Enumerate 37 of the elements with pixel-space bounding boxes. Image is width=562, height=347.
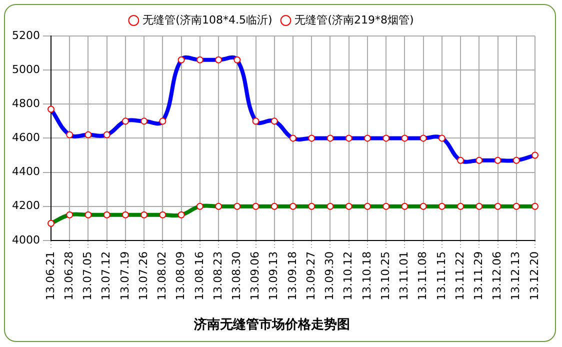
x-tick-label: 13.09.13 — [267, 251, 280, 300]
x-tick-label: 13.12.13 — [509, 251, 522, 300]
y-tick-label: 4800 — [12, 97, 40, 110]
x-tick-label: 13.10.25 — [378, 251, 392, 300]
x-tick-label: 13.08.23 — [211, 251, 224, 300]
y-tick-label: 5200 — [12, 28, 40, 42]
y-tick-label: 4400 — [12, 165, 40, 178]
x-tick-label: 13.08.16 — [192, 251, 206, 300]
x-tick-label: 13.06.28 — [62, 251, 76, 300]
y-tick-label: 4600 — [12, 131, 40, 144]
x-tick-label: 13.11.15 — [434, 251, 448, 300]
x-tick-label: 13.12.20 — [528, 251, 541, 300]
x-tick-label: 13.08.30 — [230, 251, 244, 300]
x-tick-label: 13.07.05 — [81, 251, 94, 300]
x-tick-label: 13.07.19 — [118, 251, 132, 300]
x-tick-label: 13.07.26 — [136, 251, 150, 300]
x-tick-label: 13.09.30 — [323, 251, 336, 300]
y-tick-label: 4200 — [12, 199, 40, 212]
x-tick-label: 13.11.01 — [398, 251, 411, 300]
x-tick-label: 13.10.18 — [360, 251, 374, 300]
x-tick-label: 13.09.27 — [304, 251, 318, 300]
x-tick-label: 13.11.08 — [416, 251, 430, 300]
x-tick-label: 13.11.29 — [472, 251, 486, 300]
text: 济南无缝管市场价格走势图 — [193, 316, 350, 333]
x-tick-label: 13.09.06 — [248, 251, 262, 300]
x-tick-label: 13.08.09 — [174, 251, 188, 300]
x-tick-label: 13.11.22 — [453, 251, 466, 300]
x-tick-label: 13.12.06 — [490, 251, 504, 300]
x-tick-label: 13.08.02 — [156, 251, 169, 300]
y-tick-label: 4000 — [12, 233, 40, 246]
x-tick-label: 13.07.12 — [100, 251, 113, 300]
x-tick-label: 13.06.21 — [44, 251, 57, 300]
y-tick-label: 5000 — [12, 62, 40, 76]
legend-label: 无缝管(济南108*4.5临沂) — [142, 13, 272, 26]
x-tick-label: 13.10.12 — [342, 251, 355, 300]
x-tick-label: 13.09.18 — [286, 251, 299, 300]
legend-label: 无缝管(济南219*8烟管) — [294, 13, 414, 26]
